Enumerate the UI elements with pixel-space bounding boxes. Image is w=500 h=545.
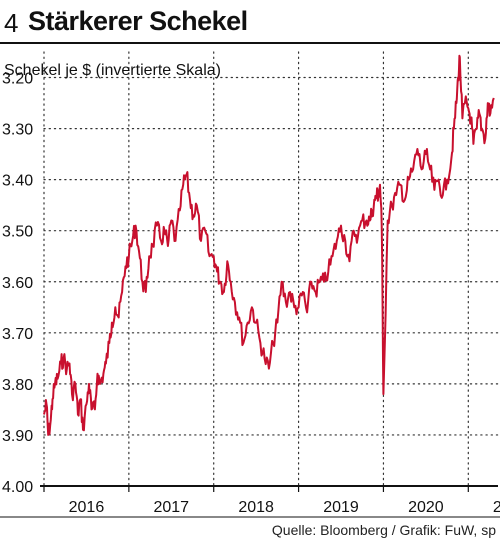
title-bar: 4 Stärkerer Schekel xyxy=(0,0,500,44)
y-tick-label: 3.90 xyxy=(2,428,33,445)
x-tick-labels: 2016 2017 2018 2019 2020 2021 xyxy=(69,499,500,516)
y-tick-label: 3.50 xyxy=(2,224,33,241)
y-tick-label: 3.20 xyxy=(2,71,33,88)
series-line xyxy=(43,54,495,436)
y-tick-label: 3.80 xyxy=(2,377,33,394)
x-tick-label: 2017 xyxy=(153,499,189,516)
axes xyxy=(0,485,500,518)
x-tick-label: 2019 xyxy=(323,499,359,516)
source-note: Quelle: Bloomberg / Grafik: FuW, sp xyxy=(271,522,496,538)
x-tick-label: 2021 xyxy=(493,499,500,516)
y-axis-label: Schekel je $ (invertierte Skala) xyxy=(4,62,221,79)
x-tick-label: 2020 xyxy=(408,499,444,516)
x-tick-label: 2018 xyxy=(238,499,274,516)
y-tick-labels: 3.20 3.30 3.40 3.50 3.60 3.70 3.80 3.90 4.00 xyxy=(2,71,33,496)
chart-number: 4 xyxy=(4,8,19,38)
y-tick-label: 3.70 xyxy=(2,326,33,343)
x-tick-label: 2016 xyxy=(69,499,105,516)
y-tick-label: 3.40 xyxy=(2,173,33,190)
y-tick-label: 3.30 xyxy=(2,122,33,139)
series-group xyxy=(43,54,495,436)
chart-title: Stärkerer Schekel xyxy=(28,6,248,36)
y-tick-label: 4.00 xyxy=(2,479,33,496)
grid xyxy=(43,51,499,487)
y-tick-label: 3.60 xyxy=(2,275,33,292)
